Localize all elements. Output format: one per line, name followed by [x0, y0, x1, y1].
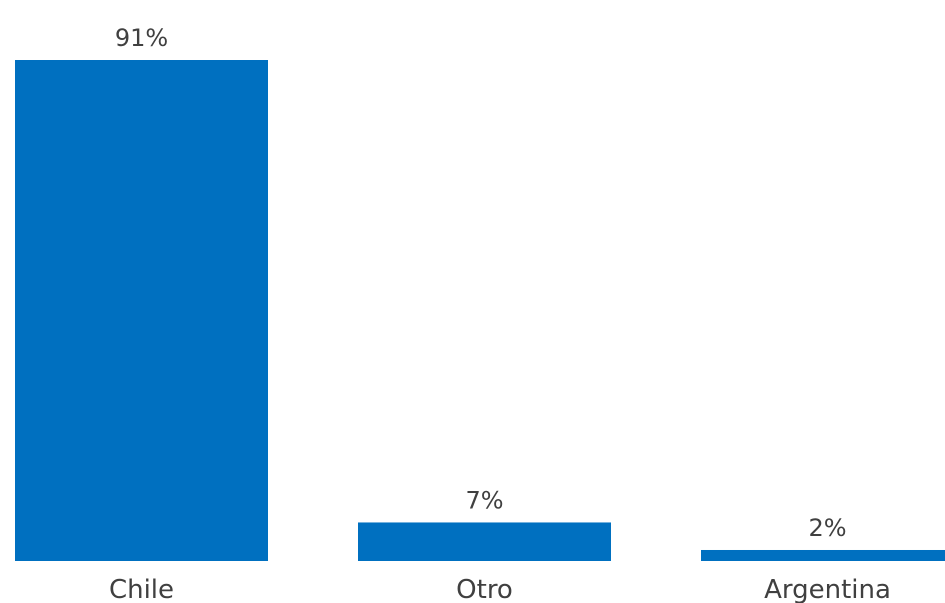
data-label-chile: 91%: [115, 24, 168, 52]
bar-argentina: [701, 550, 945, 561]
x-tick-label-argentina: Argentina: [764, 575, 891, 603]
x-tick-label-otro: Otro: [456, 575, 513, 603]
x-tick-label-chile: Chile: [109, 575, 174, 603]
bar-chile: [15, 60, 268, 561]
x-axis-tick-labels: Chile Otro Argentina: [109, 575, 891, 603]
bar-otro: [358, 522, 611, 561]
data-label-argentina: 2%: [808, 514, 846, 542]
data-label-otro: 7%: [465, 486, 503, 514]
